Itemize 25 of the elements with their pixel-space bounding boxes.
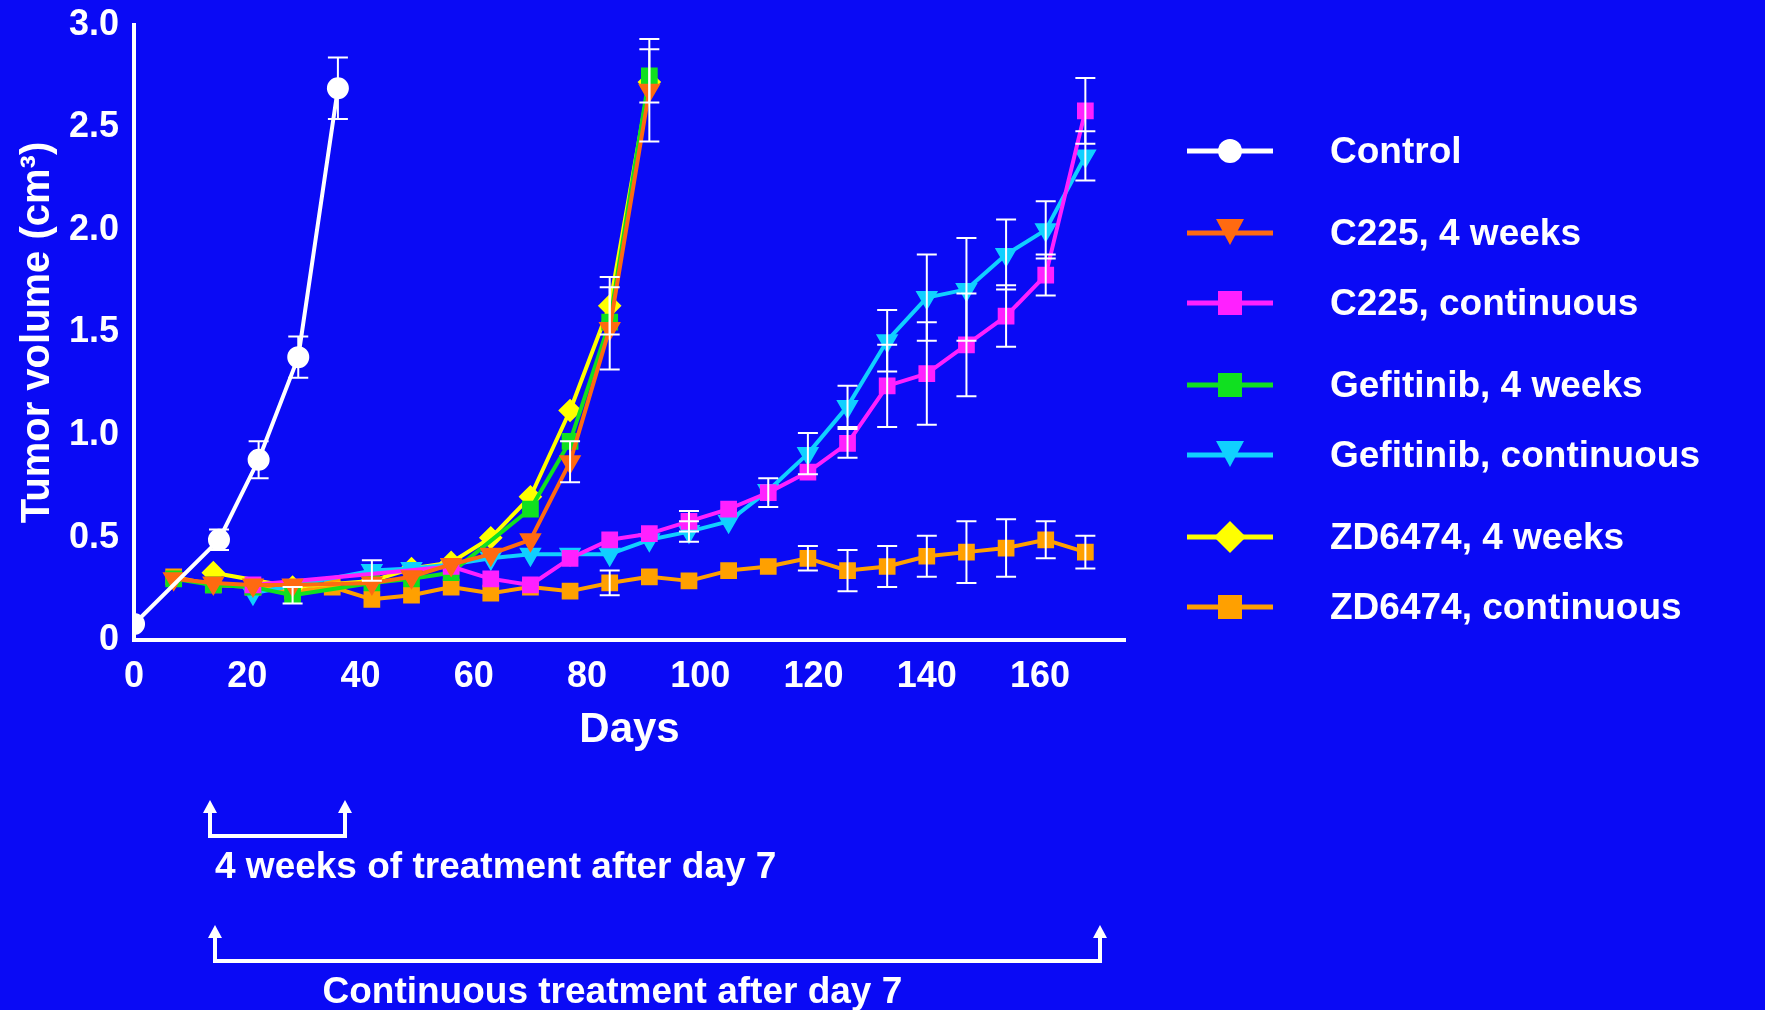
y-tick-label: 0 [99,617,120,659]
y-tick-label: 3.0 [69,1,120,43]
y-tick-label: 1.5 [69,309,120,351]
y-tick-label: 2.0 [69,206,120,248]
y-tick-label: 0.5 [69,514,120,556]
text: 4 weeks of treatment after day 7 [215,845,777,887]
legend-label: C225, continuous [1330,282,1639,324]
x-tick-label: 100 [670,653,731,695]
y-tick-label: 1.0 [69,412,120,454]
legend-label: ZD6474, 4 weeks [1330,516,1625,558]
y-tick-label: 2.5 [69,104,120,146]
legend-label: Control [1330,130,1462,172]
x-tick-label: 80 [567,653,608,695]
x-tick-label: 140 [896,653,957,695]
x-axis-title: Days [579,704,680,752]
y-axis-title: Tumor volume (cm³) [13,141,58,524]
x-tick-label: 120 [783,653,844,695]
x-tick-label: 60 [453,653,494,695]
legend-label: Gefitinib, 4 weeks [1330,364,1643,406]
x-tick-label: 20 [227,653,268,695]
x-tick-label: 160 [1010,653,1071,695]
x-tick-label: 40 [340,653,381,695]
legend-label: C225, 4 weeks [1330,212,1581,254]
legend-label: ZD6474, continuous [1330,586,1682,628]
legend-label: Gefitinib, continuous [1330,434,1700,476]
